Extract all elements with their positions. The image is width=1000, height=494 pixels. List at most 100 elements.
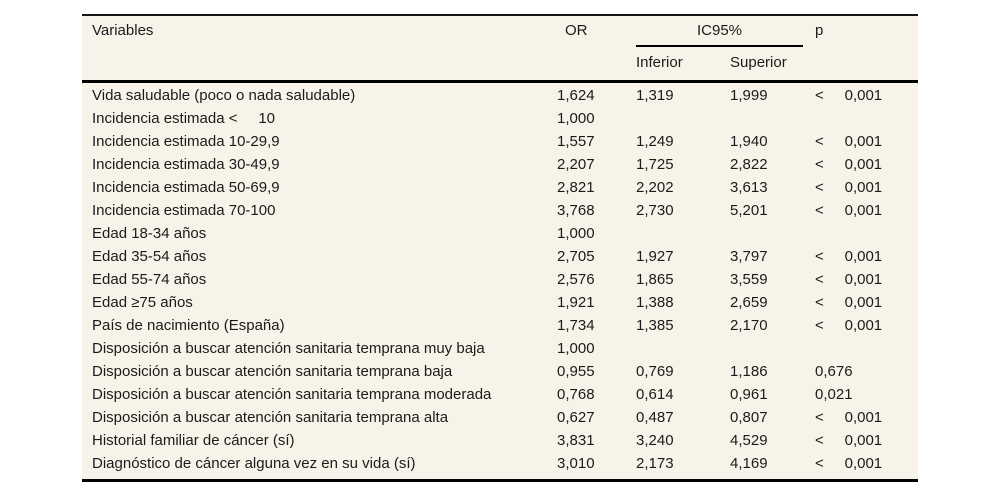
or-cell: 0,768 bbox=[557, 387, 595, 404]
or-cell: 2,576 bbox=[557, 272, 595, 289]
variable-cell: Diagnóstico de cáncer alguna vez en su v… bbox=[92, 456, 416, 473]
ic-inferior-cell: 1,725 bbox=[636, 157, 674, 174]
ic-superior-cell: 3,559 bbox=[730, 272, 768, 289]
column-header-ic95: IC95% bbox=[636, 16, 815, 47]
p-cell: < 0,001 bbox=[815, 295, 883, 312]
ic-superior-cell: 2,822 bbox=[730, 157, 768, 174]
column-header-p: p bbox=[815, 23, 824, 40]
ic-inferior-cell: 1,865 bbox=[636, 272, 674, 289]
ic-superior-cell: 3,797 bbox=[730, 249, 768, 266]
ic-superior-cell: 2,659 bbox=[730, 295, 768, 312]
ic-superior-cell: 4,529 bbox=[730, 433, 768, 450]
variable-cell: Edad 35-54 años bbox=[92, 249, 207, 266]
table-header-row-1: Variables OR IC95% p bbox=[82, 16, 918, 47]
ic-inferior-cell: 0,487 bbox=[636, 410, 674, 427]
ic-superior-cell: 1,999 bbox=[730, 88, 768, 105]
ic-superior-cell: 0,807 bbox=[730, 410, 768, 427]
table-row: Disposición a buscar atención sanitaria … bbox=[82, 384, 918, 407]
variable-cell: Incidencia estimada 30-49,9 bbox=[92, 157, 280, 174]
ic-inferior-cell: 0,769 bbox=[636, 364, 674, 381]
ic-superior-cell: 1,186 bbox=[730, 364, 768, 381]
ic-inferior-cell: 2,202 bbox=[636, 180, 674, 197]
table-row: Disposición a buscar atención sanitaria … bbox=[82, 338, 918, 361]
column-header-variables: Variables bbox=[92, 23, 154, 40]
or-cell: 2,207 bbox=[557, 157, 595, 174]
ic-inferior-cell: 1,927 bbox=[636, 249, 674, 266]
ic-inferior-cell: 1,319 bbox=[636, 88, 674, 105]
variable-cell: Edad ≥75 años bbox=[92, 295, 193, 312]
variable-cell: Incidencia estimada 70-100 bbox=[92, 203, 276, 220]
or-cell: 1,000 bbox=[557, 341, 595, 358]
ic-superior-cell: 5,201 bbox=[730, 203, 768, 220]
ic-inferior-cell: 2,730 bbox=[636, 203, 674, 220]
variable-cell: Disposición a buscar atención sanitaria … bbox=[92, 341, 485, 358]
table-row: Disposición a buscar atención sanitaria … bbox=[82, 361, 918, 384]
table-row: Historial familiar de cáncer (sí) 3,831 … bbox=[82, 430, 918, 453]
ic-inferior-cell: 2,173 bbox=[636, 456, 674, 473]
ic95-underline bbox=[636, 45, 803, 47]
table-row: Edad 55-74 años 2,576 1,865 3,559 < 0,00… bbox=[82, 269, 918, 292]
or-cell: 0,955 bbox=[557, 364, 595, 381]
table-row: Vida saludable (poco o nada saludable) 1… bbox=[82, 85, 918, 108]
table-row: Disposición a buscar atención sanitaria … bbox=[82, 407, 918, 430]
table-row: Incidencia estimada 30-49,9 2,207 1,725 … bbox=[82, 154, 918, 177]
table-row: Incidencia estimada 10-29,9 1,557 1,249 … bbox=[82, 131, 918, 154]
p-cell: < 0,001 bbox=[815, 180, 883, 197]
ic-inferior-cell: 3,240 bbox=[636, 433, 674, 450]
table-body: Vida saludable (poco o nada saludable) 1… bbox=[82, 83, 918, 479]
table-row: Edad 35-54 años 2,705 1,927 3,797 < 0,00… bbox=[82, 246, 918, 269]
p-cell: 0,021 bbox=[815, 387, 853, 404]
ic-superior-cell: 0,961 bbox=[730, 387, 768, 404]
statistics-table: Variables OR IC95% p Inferior Superior V… bbox=[82, 14, 918, 482]
ic-inferior-cell: 1,249 bbox=[636, 134, 674, 151]
or-cell: 3,831 bbox=[557, 433, 595, 450]
table-header: Variables OR IC95% p Inferior Superior bbox=[82, 16, 918, 83]
p-cell: < 0,001 bbox=[815, 203, 883, 220]
or-cell: 2,705 bbox=[557, 249, 595, 266]
variable-cell: País de nacimiento (España) bbox=[92, 318, 285, 335]
p-cell: < 0,001 bbox=[815, 157, 883, 174]
or-cell: 1,000 bbox=[557, 226, 595, 243]
variable-cell: Incidencia estimada 50-69,9 bbox=[92, 180, 280, 197]
p-cell: < 0,001 bbox=[815, 249, 883, 266]
or-cell: 0,627 bbox=[557, 410, 595, 427]
p-cell: < 0,001 bbox=[815, 456, 883, 473]
ic-superior-cell: 3,613 bbox=[730, 180, 768, 197]
ic-inferior-cell: 1,388 bbox=[636, 295, 674, 312]
or-cell: 1,000 bbox=[557, 111, 595, 128]
table-row: Incidencia estimada 50-69,9 2,821 2,202 … bbox=[82, 177, 918, 200]
or-cell: 1,624 bbox=[557, 88, 595, 105]
table-row: País de nacimiento (España) 1,734 1,385 … bbox=[82, 315, 918, 338]
ic-inferior-cell: 1,385 bbox=[636, 318, 674, 335]
ic95-label: IC95% bbox=[696, 22, 743, 40]
variable-cell: Vida saludable (poco o nada saludable) bbox=[92, 88, 356, 105]
ic-superior-cell: 1,940 bbox=[730, 134, 768, 151]
p-cell: < 0,001 bbox=[815, 410, 883, 427]
p-cell: < 0,001 bbox=[815, 318, 883, 335]
ic-inferior-cell: 0,614 bbox=[636, 387, 674, 404]
p-cell: < 0,001 bbox=[815, 134, 883, 151]
column-header-superior: Superior bbox=[730, 55, 787, 72]
ic-superior-cell: 2,170 bbox=[730, 318, 768, 335]
column-header-inferior: Inferior bbox=[636, 55, 683, 72]
or-cell: 1,557 bbox=[557, 134, 595, 151]
variable-cell: Incidencia estimada 10-29,9 bbox=[92, 134, 280, 151]
table-row: Edad ≥75 años 1,921 1,388 2,659 < 0,001 bbox=[82, 292, 918, 315]
variable-cell: Disposición a buscar atención sanitaria … bbox=[92, 364, 453, 381]
table-header-row-2: Inferior Superior bbox=[82, 47, 918, 80]
table-row: Edad 18-34 años 1,000 bbox=[82, 223, 918, 246]
or-cell: 1,734 bbox=[557, 318, 595, 335]
table-row: Diagnóstico de cáncer alguna vez en su v… bbox=[82, 453, 918, 476]
variable-cell: Edad 55-74 años bbox=[92, 272, 207, 289]
p-cell: < 0,001 bbox=[815, 88, 883, 105]
table-row: Incidencia estimada < 10 1,000 bbox=[82, 108, 918, 131]
variable-cell: Disposición a buscar atención sanitaria … bbox=[92, 410, 449, 427]
variable-cell: Disposición a buscar atención sanitaria … bbox=[92, 387, 492, 404]
p-cell: < 0,001 bbox=[815, 433, 883, 450]
p-cell: 0,676 bbox=[815, 364, 853, 381]
variable-cell: Incidencia estimada < 10 bbox=[92, 111, 276, 128]
variable-cell: Edad 18-34 años bbox=[92, 226, 207, 243]
or-cell: 3,010 bbox=[557, 456, 595, 473]
p-cell: < 0,001 bbox=[815, 272, 883, 289]
